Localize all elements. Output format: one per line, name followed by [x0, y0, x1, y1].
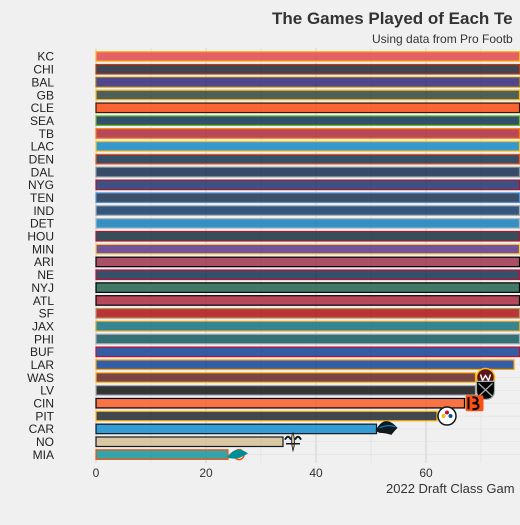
bar-gb: [95, 89, 520, 101]
bars-group: [95, 51, 520, 460]
bar-buf: [95, 346, 520, 358]
bar-dal: [95, 166, 520, 178]
bar-phi: [95, 333, 520, 345]
bar-ari: [95, 256, 520, 268]
category-label-cin: CIN: [33, 397, 54, 411]
bar-min: [95, 243, 520, 255]
category-label-det: DET: [30, 217, 55, 231]
category-label-bal: BAL: [31, 75, 54, 89]
bar-lar: [95, 359, 515, 371]
category-label-ari: ARI: [34, 255, 54, 269]
category-label-kc: KC: [37, 50, 54, 64]
bar-no: [95, 436, 284, 448]
category-label-ne: NE: [37, 268, 54, 282]
logos-group: [227, 367, 496, 461]
bar-chi: [95, 63, 520, 75]
category-label-sea: SEA: [30, 114, 54, 128]
category-label-mia: MIA: [33, 448, 54, 462]
x-tick-label-60: 60: [419, 466, 433, 480]
category-label-den: DEN: [29, 152, 54, 166]
raiders-logo-icon: [475, 380, 496, 400]
bar-was: [95, 372, 477, 383]
category-label-jax: JAX: [32, 319, 54, 333]
category-label-phi: PHI: [34, 332, 54, 346]
bar-sf: [95, 307, 520, 319]
x-axis-title: 2022 Draft Class Gam: [386, 481, 515, 496]
bengals-logo-icon: [465, 395, 484, 412]
chart-subtitle: Using data from Pro Footb: [372, 32, 513, 46]
steelers-logo-icon: [437, 406, 457, 426]
category-label-ten: TEN: [30, 191, 54, 205]
bar-nyj: [95, 282, 520, 293]
category-label-nyj: NYJ: [31, 281, 54, 295]
x-tick-label-0: 0: [93, 466, 100, 480]
category-label-cle: CLE: [31, 101, 54, 115]
bar-den: [95, 153, 520, 165]
bar-nyg: [95, 179, 520, 191]
bar-tb: [95, 128, 520, 139]
saints-logo-icon: [284, 431, 302, 453]
bar-ten: [95, 192, 520, 204]
bar-pit: [95, 410, 438, 422]
chart-title: The Games Played of Each Te: [272, 9, 513, 28]
category-labels: KCCHIBALGBCLESEATBLACDENDALNYGTENINDDETH…: [27, 50, 55, 462]
bar-mia: [95, 449, 229, 460]
bar-lv: [95, 385, 477, 396]
bar-cle: [95, 102, 520, 114]
x-tick-label-20: 20: [199, 466, 213, 480]
category-label-lac: LAC: [31, 140, 55, 154]
bar-sea: [95, 115, 520, 126]
category-label-gb: GB: [37, 88, 54, 102]
category-label-chi: CHI: [33, 63, 54, 77]
category-label-hou: HOU: [27, 230, 54, 244]
category-label-lv: LV: [40, 384, 54, 398]
bar-ind: [95, 205, 520, 216]
bar-kc: [95, 51, 520, 62]
category-label-min: MIN: [32, 242, 54, 256]
category-label-lar: LAR: [31, 358, 55, 372]
category-label-nyg: NYG: [28, 178, 54, 192]
bar-car: [95, 423, 378, 435]
category-label-buf: BUF: [30, 345, 54, 359]
dolphins-logo-icon: [227, 448, 248, 461]
category-label-sf: SF: [39, 307, 54, 321]
category-label-dal: DAL: [31, 165, 55, 179]
bar-bal: [95, 76, 520, 88]
category-label-car: CAR: [29, 422, 55, 436]
category-label-atl: ATL: [33, 294, 54, 308]
category-label-no: NO: [36, 435, 54, 449]
category-label-ind: IND: [33, 204, 54, 218]
bar-hou: [95, 230, 520, 242]
panthers-logo-icon: [375, 421, 398, 435]
bar-atl: [95, 295, 520, 306]
bar-cin: [95, 397, 466, 409]
category-label-was: WAS: [27, 371, 54, 385]
bar-jax: [95, 320, 520, 332]
category-label-tb: TB: [39, 127, 54, 141]
bar-det: [95, 218, 520, 229]
x-tick-label-40: 40: [309, 466, 323, 480]
category-label-pit: PIT: [35, 409, 54, 423]
bar-ne: [95, 269, 520, 281]
bar-lac: [95, 140, 520, 152]
x-tick-labels: 0 20 40 60: [93, 466, 433, 480]
